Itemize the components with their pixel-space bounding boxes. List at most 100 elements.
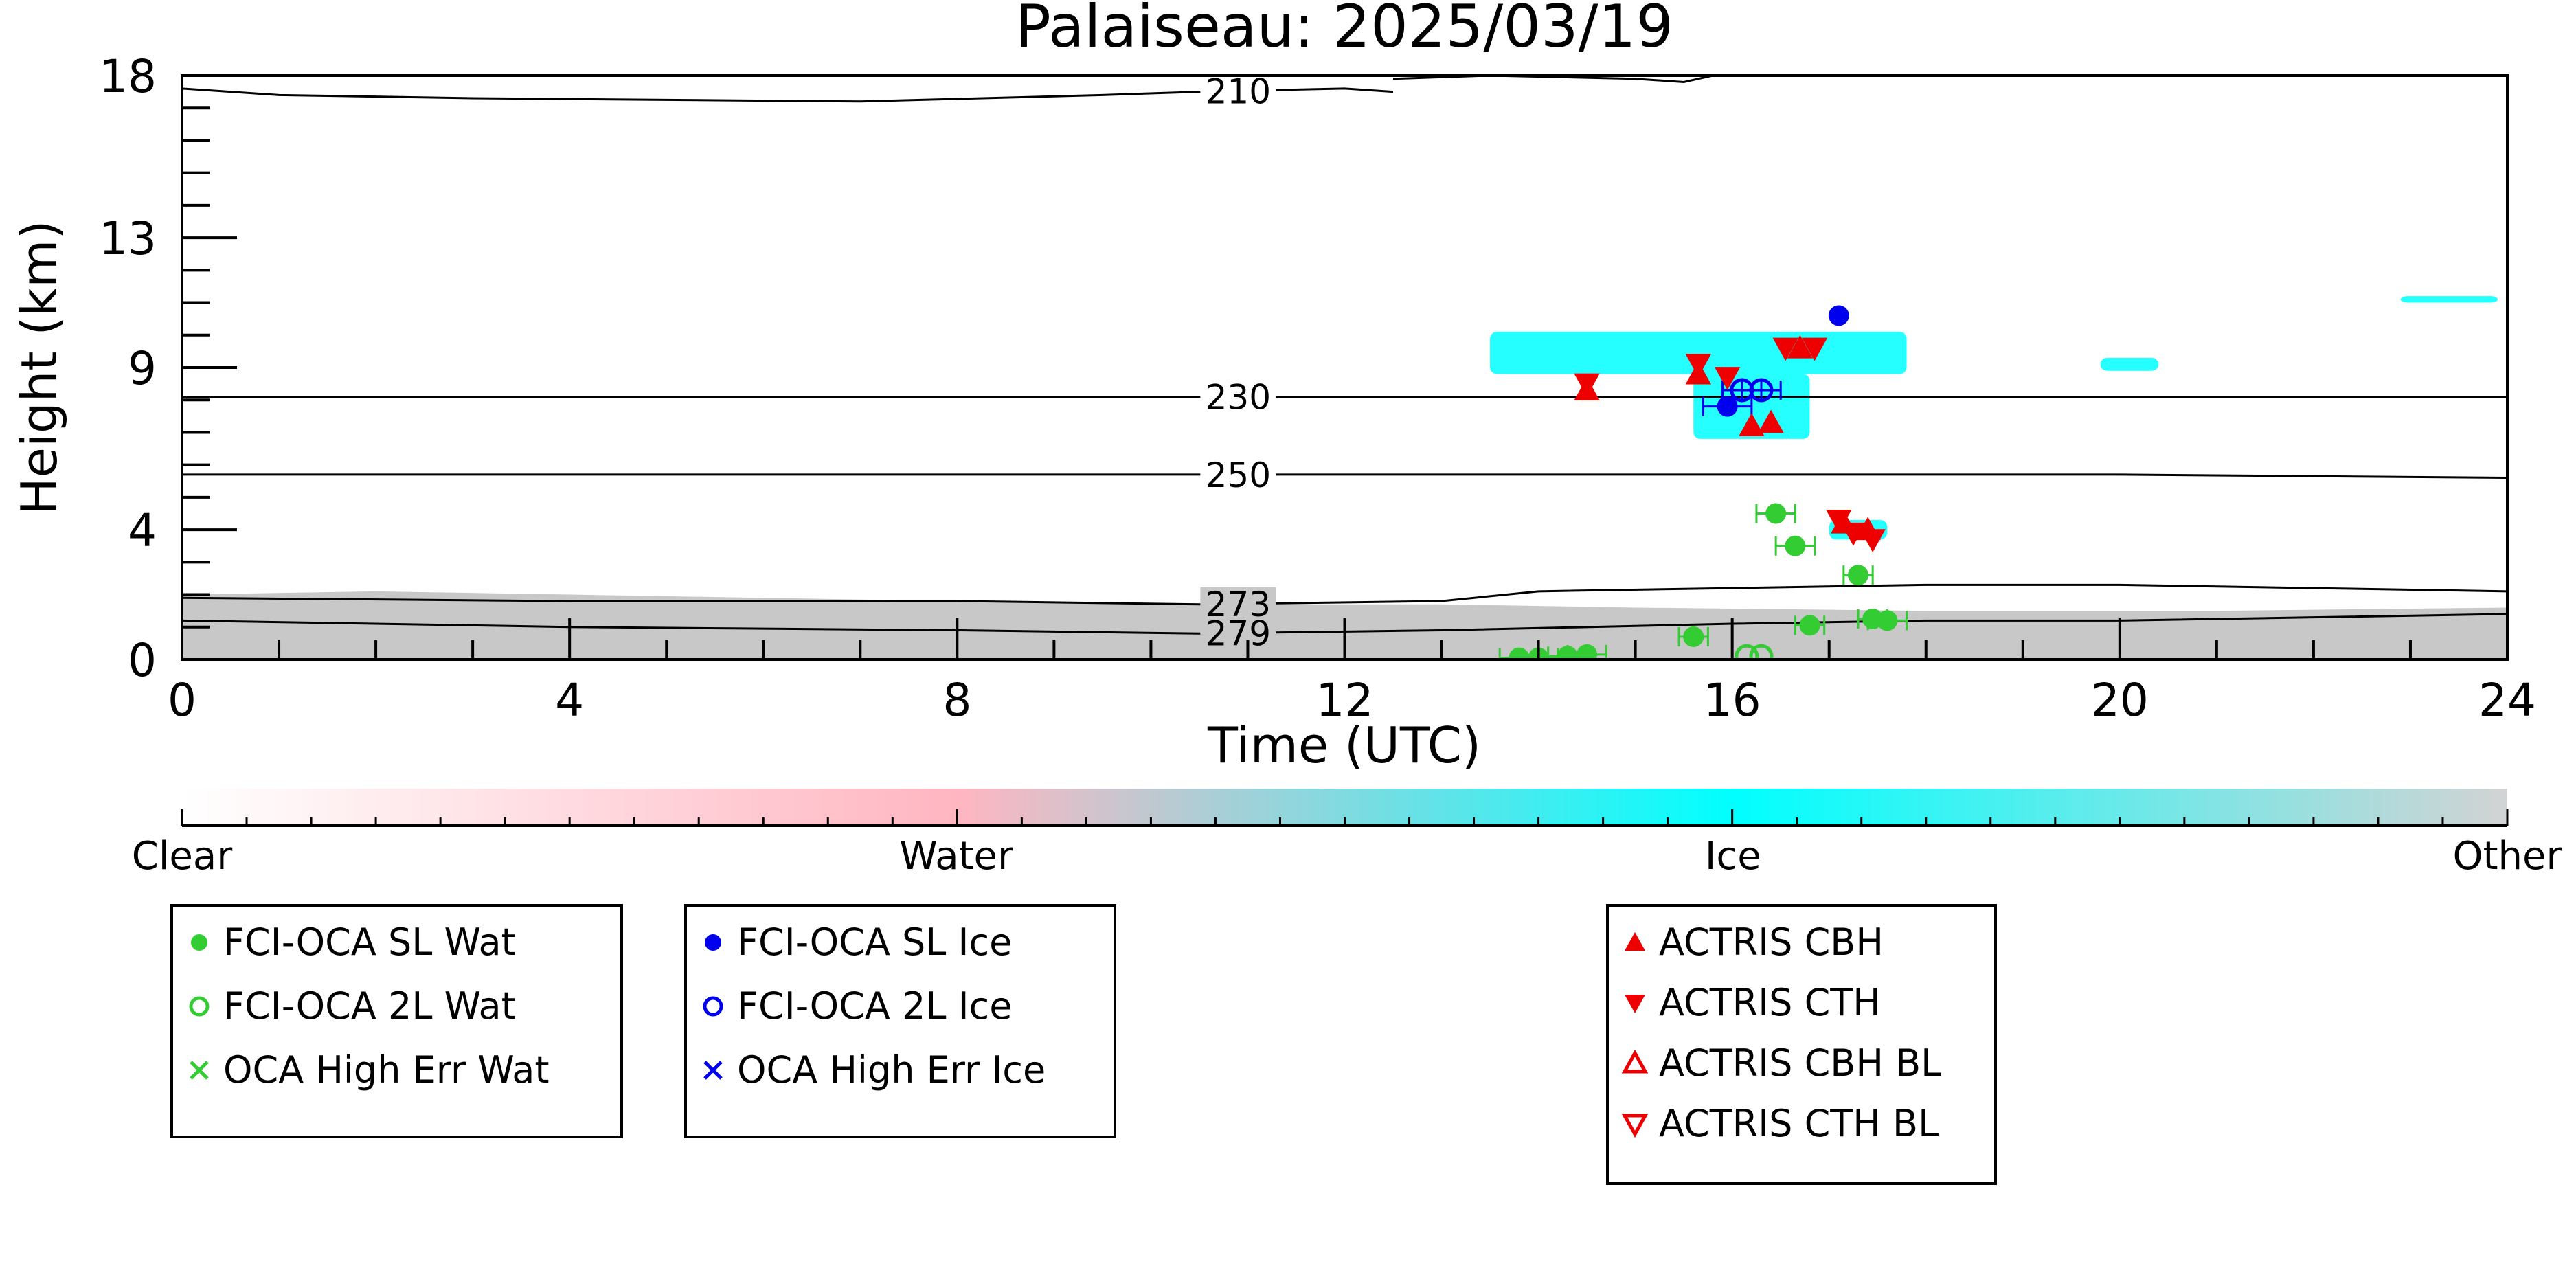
point-fci-oca-sl-wat xyxy=(1683,626,1704,647)
contour-label-bg xyxy=(1200,587,1276,620)
legend-marker xyxy=(1621,1049,1649,1074)
y-tick-label: 13 xyxy=(99,212,157,265)
legend-frame xyxy=(170,904,623,1138)
legend-frame xyxy=(684,904,1116,1138)
point-actris-cth xyxy=(1574,373,1600,397)
legend-label: FCI-OCA 2L Ice xyxy=(737,984,1012,1028)
colorbar-label-other: Other xyxy=(2452,834,2562,879)
legends: FCI-OCA SL Wat FCI-OCA 2L Wat OCA High Err… xyxy=(170,904,1997,1185)
contour-label-230: 230 xyxy=(1206,378,1271,418)
colorbar-ticks xyxy=(181,809,2509,827)
legend-frame xyxy=(1606,904,1997,1185)
ice-region xyxy=(2100,357,2159,371)
point-actris-cth xyxy=(1826,509,1852,533)
point-actris-cth xyxy=(1801,337,1828,361)
legend-marker xyxy=(191,934,207,951)
y-axis-label: Height (km) xyxy=(10,221,68,515)
contour-line-279 xyxy=(182,613,2507,635)
point-actris-cbh xyxy=(1758,409,1784,433)
point-fci-oca-2l-wat xyxy=(1735,644,1759,659)
legend-label: OCA High Err Ice xyxy=(737,1048,1046,1092)
legend-marker xyxy=(190,1061,209,1080)
temperature-contours xyxy=(182,76,2507,635)
x-axis: 0 4 8 12 16 20 24 xyxy=(168,618,2536,727)
colorbar-labels: Clear Water Ice Other xyxy=(132,834,2563,879)
point-fci-oca-sl-wat xyxy=(1848,565,1869,586)
colorbar: Clear Water Ice Other xyxy=(132,789,2563,879)
point-actris-cth xyxy=(1860,529,1886,553)
legend-marker xyxy=(1621,1114,1649,1138)
legend-marker xyxy=(189,996,210,1017)
point-actris-cth xyxy=(1685,354,1712,378)
point-fci-oca-2l-wat xyxy=(1749,644,1774,659)
colorbar-label-clear: Clear xyxy=(132,834,233,879)
legend-label: ACTRIS CBH BL xyxy=(1659,1041,1941,1085)
legend-label: FCI-OCA SL Wat xyxy=(223,920,516,964)
contour-line-273 xyxy=(182,583,2507,606)
legend-label: FCI-OCA SL Ice xyxy=(737,920,1012,964)
x-tick-label: 24 xyxy=(2478,674,2536,727)
contour-label-bg xyxy=(1200,616,1276,650)
legend-label: FCI-OCA 2L Wat xyxy=(223,984,516,1028)
x-tick-label: 4 xyxy=(555,674,584,727)
legend-marker xyxy=(703,1061,723,1080)
contour-label-bg xyxy=(1200,380,1276,414)
x-tick-label: 0 xyxy=(168,674,196,727)
x-tick-label: 8 xyxy=(942,674,971,727)
point-fci-oca-sl-wat xyxy=(1877,610,1898,631)
legend-label: ACTRIS CTH xyxy=(1659,981,1881,1024)
x-tick-label: 20 xyxy=(2091,674,2149,727)
ice-layer xyxy=(1490,296,2498,540)
point-fci-oca-sl-ice xyxy=(1828,305,1849,326)
point-fci-oca-sl-wat xyxy=(1577,644,1598,659)
x-tick-label: 12 xyxy=(1316,674,1374,727)
legend-marker xyxy=(1625,995,1645,1013)
legend-box-3: ACTRIS CBH ACTRIS CTH ACTRIS CBH BL ACTRIS … xyxy=(1606,904,1997,1185)
contour-line-250 xyxy=(182,473,2507,479)
colorbar-label-ice: Ice xyxy=(1705,834,1761,879)
contour-line-210 xyxy=(182,87,1394,103)
legend-label: ACTRIS CTH BL xyxy=(1659,1102,1939,1145)
point-actris-cbh xyxy=(1787,335,1814,359)
legend-marker xyxy=(703,996,723,1017)
chart-title: Palaiseau: 2025/03/19 xyxy=(1015,0,1673,61)
data-markers xyxy=(1509,305,1898,659)
legend-label: ACTRIS CBH xyxy=(1659,920,1884,964)
point-actris-cth xyxy=(1772,337,1798,361)
point-actris-cbh xyxy=(1739,413,1765,436)
legend-marker xyxy=(1625,932,1645,951)
point-actris-cth xyxy=(1714,367,1741,390)
x-axis-label: Time (UTC) xyxy=(1207,716,1481,774)
contour-label-279: 279 xyxy=(1206,613,1271,653)
legend-label: OCA High Err Wat xyxy=(223,1048,550,1092)
y-tick-label: 4 xyxy=(128,504,157,557)
legend-marker xyxy=(705,934,721,951)
legend-box-2: FCI-OCA SL Ice FCI-OCA 2L Ice OCA High Err… xyxy=(684,904,1116,1138)
contour-label-210: 210 xyxy=(1206,71,1271,111)
plot-area xyxy=(182,76,2507,659)
contour-label-bg xyxy=(1200,457,1276,491)
x-stroke xyxy=(190,1061,209,1080)
point-fci-oca-2l-ice xyxy=(1749,378,1774,403)
y-tick-label: 9 xyxy=(128,342,157,395)
contour-label-250: 250 xyxy=(1206,455,1271,495)
point-fci-oca-sl-wat xyxy=(1557,646,1578,659)
y-tick-label: 18 xyxy=(99,50,157,103)
ice-region xyxy=(2400,296,2498,303)
point-fci-oca-sl-wat xyxy=(1799,615,1820,636)
contour-label-bg xyxy=(1200,74,1276,108)
point-actris-cth xyxy=(1840,522,1866,546)
colorbar-label-water: Water xyxy=(899,834,1014,879)
point-fci-oca-sl-wat xyxy=(1765,503,1787,524)
point-fci-oca-sl-wat xyxy=(1509,647,1530,659)
y-axis: 0 4 9 13 18 xyxy=(99,50,237,687)
x-stroke xyxy=(703,1061,723,1080)
point-fci-oca-sl-wat xyxy=(1785,535,1806,556)
x-tick-label: 16 xyxy=(1704,674,1761,727)
plot-frame xyxy=(181,74,2509,661)
point-fci-oca-sl-ice xyxy=(1717,396,1738,417)
y-tick-label: 0 xyxy=(128,634,157,687)
legend-box-1: FCI-OCA SL Wat FCI-OCA 2L Wat OCA High Err… xyxy=(170,904,623,1138)
